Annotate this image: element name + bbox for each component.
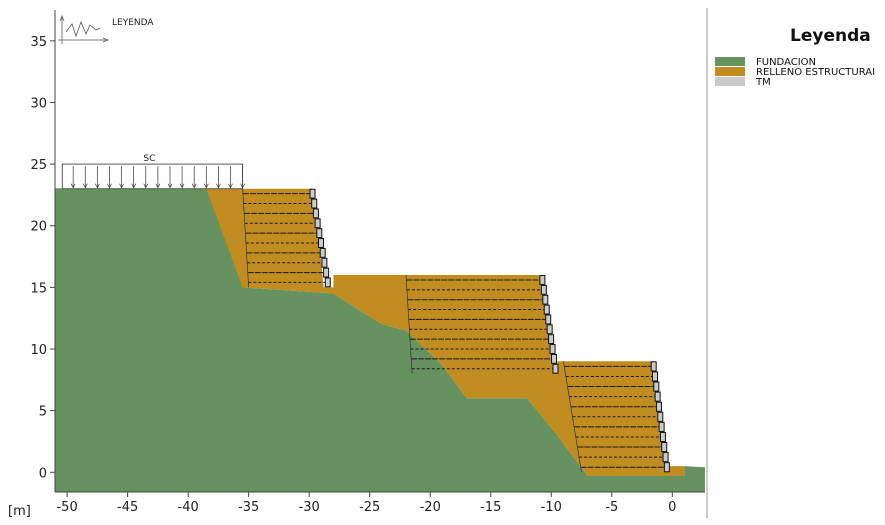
legend-swatch: [715, 67, 745, 76]
load-arrow-head: [216, 183, 221, 189]
x-tick-label: -20: [420, 500, 441, 515]
facing-block: [309, 188, 316, 199]
reinforced-zone-boundary: [563, 361, 582, 473]
legend-swatch: [715, 57, 745, 66]
facing-block: [314, 218, 321, 229]
x-tick-label: -30: [299, 500, 320, 515]
facing-block: [539, 275, 546, 285]
legend-toggle-icon[interactable]: [58, 14, 110, 44]
y-tick-label: 5: [39, 405, 47, 420]
foundation-soil: [55, 188, 705, 492]
x-tick-label: -45: [117, 500, 138, 515]
facing-block: [551, 353, 558, 364]
facing-block: [654, 391, 661, 402]
load-arrow-head: [107, 183, 112, 189]
facing-block: [659, 431, 666, 443]
facing-block: [548, 334, 555, 345]
x-tick-label: -50: [56, 500, 77, 515]
facing-block: [663, 462, 670, 473]
facing-block: [545, 314, 552, 325]
x-axis-unit-label: [m]: [8, 504, 31, 519]
load-arrow-head: [119, 183, 124, 189]
structural-fill-layer: [182, 188, 685, 476]
facing-block: [316, 228, 323, 239]
structural-fill: [182, 188, 685, 476]
facing-block: [319, 247, 326, 258]
y-tick-label: 0: [39, 466, 47, 481]
y-tick-label: 10: [30, 343, 47, 358]
corner-legend-label: LEYENDA: [112, 18, 154, 28]
facing-block: [312, 208, 319, 219]
facing-block: [318, 238, 325, 248]
facing-block: [324, 277, 331, 288]
facing-block: [543, 304, 550, 315]
load-arrow-head: [95, 183, 100, 189]
reinforced-zone-boundary: [405, 275, 413, 374]
x-tick-label: -5: [605, 500, 618, 515]
facing-blocks-layer: [309, 188, 670, 473]
x-tick-label: -10: [541, 500, 562, 515]
x-tick-label: -25: [359, 500, 380, 515]
reinforced-zone-boundary: [242, 188, 250, 288]
legend-swatch: [715, 77, 745, 86]
facing-block: [546, 324, 553, 335]
facing-block: [650, 361, 657, 372]
facing-block: [311, 198, 318, 209]
x-axis-ticks: -50 -45 -40 -35 -30 -25 -20 -15 -10 -5 0: [56, 492, 676, 515]
y-tick-label: 35: [30, 35, 47, 50]
surcharge-label: SC: [143, 154, 155, 164]
y-axis-ticks: 0 5 10 15 20 25 30 35: [30, 35, 55, 481]
load-arrow-head: [240, 183, 245, 189]
facing-block: [542, 294, 549, 305]
facing-block: [653, 381, 660, 392]
x-tick-label: -15: [480, 500, 501, 515]
facing-block: [658, 421, 665, 432]
y-tick-label: 20: [30, 220, 47, 235]
facing-block: [662, 452, 669, 463]
load-arrow-head: [179, 183, 185, 189]
facing-block: [652, 371, 659, 382]
load-arrow-head: [70, 183, 76, 189]
reinforcement-layer: [242, 188, 665, 473]
x-tick-label: -35: [238, 500, 259, 515]
facing-block: [657, 411, 664, 422]
legend-item-label: FUNDACION: [756, 57, 816, 68]
legend-item-label: TM: [755, 77, 771, 88]
facing-block: [549, 344, 556, 354]
legend-item-label: RELLENO ESTRUCTURAI: [756, 67, 875, 78]
load-arrow-head: [82, 183, 88, 189]
load-arrow-head: [203, 183, 209, 189]
y-tick-label: 30: [30, 96, 47, 111]
load-arrow-head: [155, 183, 161, 189]
facing-block: [323, 267, 330, 278]
facing-block: [661, 442, 668, 453]
facing-block: [655, 401, 662, 412]
legend-title: Leyenda: [790, 26, 871, 46]
load-arrow-head: [143, 183, 149, 189]
surcharge-load: SC: [61, 154, 245, 190]
facing-block: [552, 363, 559, 374]
y-tick-label: 25: [30, 158, 47, 173]
x-tick-label: 0: [668, 500, 676, 515]
x-tick-label: -40: [178, 500, 199, 515]
load-arrow-head: [131, 183, 136, 189]
facing-block: [321, 257, 328, 268]
load-arrow-head: [228, 183, 233, 189]
load-arrow-head: [167, 183, 173, 189]
facing-block: [540, 284, 547, 295]
y-tick-label: 15: [30, 281, 47, 296]
load-arrow-head: [191, 183, 197, 189]
